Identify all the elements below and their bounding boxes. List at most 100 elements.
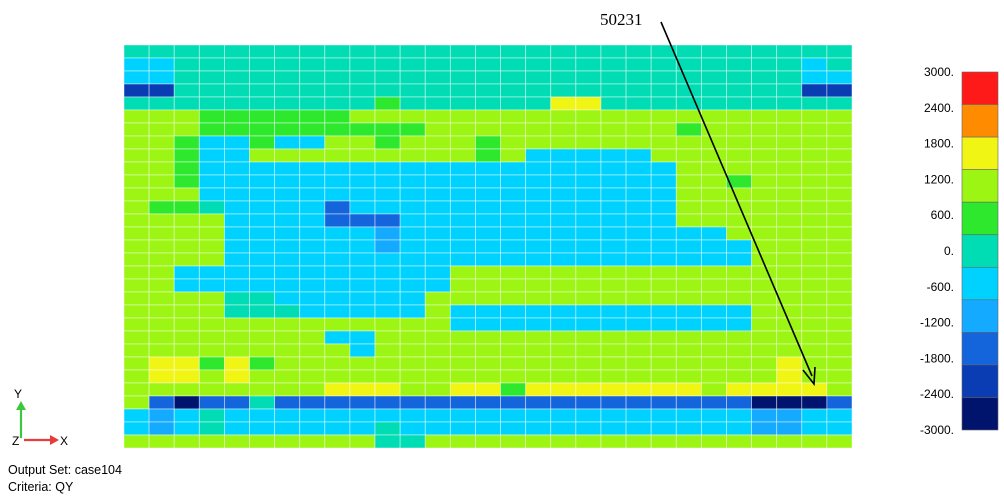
- mesh-cell: [374, 187, 401, 202]
- mesh-cell: [726, 317, 752, 332]
- mesh-cell: [650, 57, 677, 72]
- mesh-cell: [500, 226, 527, 241]
- mesh-cell: [801, 421, 828, 436]
- mesh-cell: [751, 343, 778, 358]
- mesh-cell: [349, 369, 376, 384]
- mesh-cell: [600, 96, 627, 111]
- mesh-cell: [726, 96, 752, 111]
- mesh-cell: [374, 408, 401, 423]
- mesh-cell: [299, 304, 326, 319]
- mesh-cell: [299, 161, 326, 176]
- mesh-cell: [374, 174, 401, 189]
- mesh-cell: [299, 213, 326, 228]
- mesh-cell: [249, 70, 276, 85]
- mesh-cell: [424, 330, 451, 345]
- mesh-cell: [198, 174, 225, 189]
- mesh-cell: [324, 356, 351, 371]
- mesh-cell: [475, 252, 501, 267]
- mesh-cell: [826, 70, 853, 85]
- mesh-cell: [198, 187, 225, 202]
- mesh-cell: [374, 83, 401, 98]
- mesh-cell: [424, 317, 451, 332]
- mesh-cell: [700, 148, 727, 163]
- mesh-cell: [299, 343, 326, 358]
- mesh-cell: [751, 148, 778, 163]
- mesh-cell: [274, 369, 301, 384]
- mesh-cell: [826, 161, 853, 176]
- legend-label: 600.: [931, 208, 954, 222]
- mesh-cell: [148, 343, 175, 358]
- mesh-cell: [274, 343, 301, 358]
- mesh-cell: [449, 330, 476, 345]
- mesh-cell: [550, 278, 577, 293]
- mesh-cell: [249, 304, 276, 319]
- mesh-cell: [173, 44, 200, 59]
- mesh-cell: [123, 200, 150, 215]
- mesh-cell: [575, 343, 602, 358]
- mesh-cell: [650, 278, 677, 293]
- mesh-cell: [349, 213, 376, 228]
- mesh-cell: [449, 317, 476, 332]
- mesh-cell: [249, 291, 276, 306]
- mesh-cell: [324, 291, 351, 306]
- mesh-cell: [349, 174, 376, 189]
- mesh-cell: [675, 148, 702, 163]
- mesh-cell: [600, 109, 627, 124]
- mesh-cell: [198, 135, 225, 150]
- mesh-cell: [148, 57, 175, 72]
- mesh-cell: [826, 291, 853, 306]
- mesh-cell: [751, 382, 778, 397]
- mesh-cell: [650, 356, 677, 371]
- mesh-cell: [650, 408, 677, 423]
- mesh-cell: [374, 395, 401, 410]
- mesh-cell: [726, 421, 752, 436]
- mesh-cell: [274, 83, 301, 98]
- mesh-cell: [776, 200, 803, 215]
- mesh-cell: [675, 317, 702, 332]
- mesh-cell: [249, 421, 276, 436]
- mesh-cell: [550, 304, 577, 319]
- mesh-cell: [700, 109, 727, 124]
- mesh-cell: [600, 395, 627, 410]
- mesh-cell: [575, 96, 602, 111]
- mesh-cell: [751, 213, 778, 228]
- mesh-cell: [374, 213, 401, 228]
- mesh-cell: [625, 174, 652, 189]
- mesh-cell: [173, 369, 200, 384]
- mesh-cell: [299, 148, 326, 163]
- mesh-cell: [449, 304, 476, 319]
- mesh-cell: [776, 122, 803, 137]
- mesh-cell: [826, 200, 853, 215]
- mesh-cell: [198, 239, 225, 254]
- mesh-cell: [575, 213, 602, 228]
- mesh-cell: [224, 421, 250, 436]
- mesh-cell: [550, 135, 577, 150]
- mesh-cell: [249, 174, 276, 189]
- mesh-cell: [198, 213, 225, 228]
- mesh-cell: [399, 252, 426, 267]
- mesh-cell: [726, 343, 752, 358]
- mesh-cell: [575, 226, 602, 241]
- mesh-cell: [198, 44, 225, 59]
- mesh-cell: [801, 408, 828, 423]
- mesh-cell: [349, 434, 376, 449]
- mesh-cell: [198, 83, 225, 98]
- mesh-cell: [173, 278, 200, 293]
- mesh-cell: [374, 304, 401, 319]
- mesh-cell: [625, 83, 652, 98]
- mesh-cell: [399, 265, 426, 280]
- mesh-cell: [475, 187, 501, 202]
- mesh-cell: [500, 304, 527, 319]
- legend-swatch: [961, 201, 999, 236]
- mesh-cell: [224, 174, 250, 189]
- mesh-cell: [575, 44, 602, 59]
- mesh-cell: [801, 395, 828, 410]
- mesh-cell: [575, 369, 602, 384]
- mesh-cell: [801, 330, 828, 345]
- mesh-cell: [776, 239, 803, 254]
- mesh-cell: [324, 330, 351, 345]
- mesh-cell: [600, 44, 627, 59]
- mesh-cell: [525, 278, 552, 293]
- mesh-cell: [424, 408, 451, 423]
- mesh-cell: [776, 96, 803, 111]
